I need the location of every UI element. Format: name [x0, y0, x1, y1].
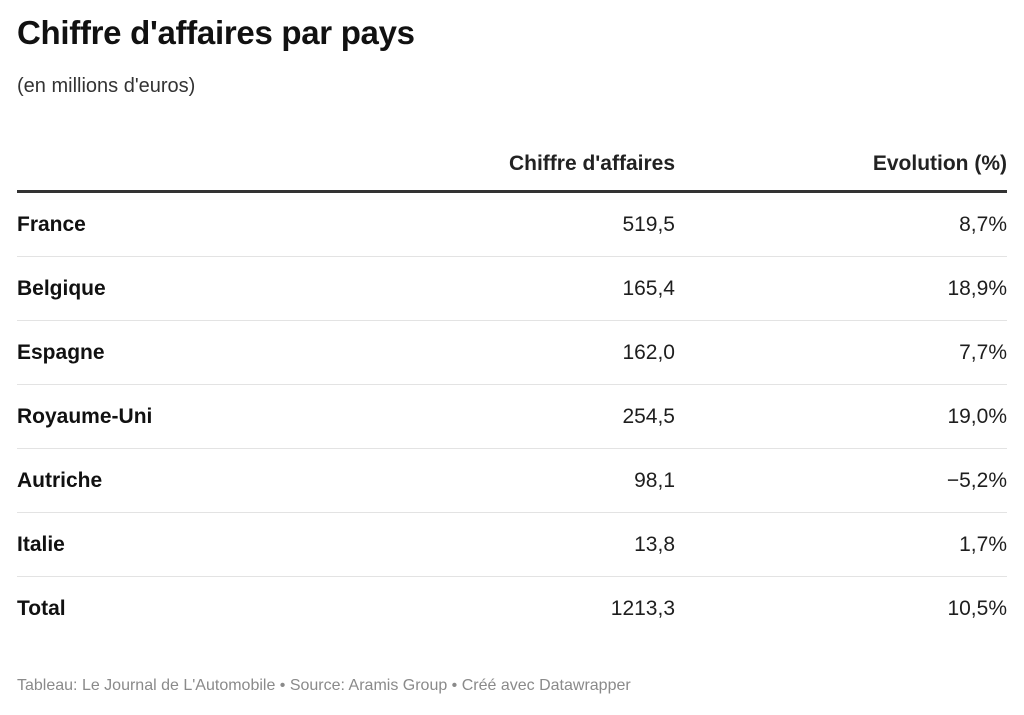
- chart-subtitle: (en millions d'euros): [17, 75, 196, 97]
- revenue-cell: 1213,3: [610, 596, 675, 620]
- evolution-cell: 19,0%: [675, 384, 1007, 449]
- country-cell: France: [17, 191, 347, 257]
- column-header-evolution: Evolution (%): [675, 138, 1007, 193]
- table-header-row: Chiffre d'affaires Evolution (%): [17, 138, 1007, 193]
- evolution-cell: 8,7%: [675, 191, 1007, 257]
- column-header-country: [17, 138, 347, 193]
- source-credit: Tableau: Le Journal de L'Automobile • So…: [17, 677, 631, 694]
- evolution-cell: 18,9%: [675, 256, 1007, 321]
- chart-title: Chiffre d'affaires par pays: [17, 14, 415, 51]
- country-cell: Total: [17, 596, 66, 620]
- data-table: Chiffre d'affaires Evolution (%) France …: [17, 138, 1007, 640]
- country-cell: Royaume-Uni: [17, 384, 347, 449]
- table-row: France 519,5 8,7%: [17, 191, 1007, 257]
- country-cell: Belgique: [17, 256, 347, 321]
- country-cell: Italie: [17, 512, 347, 577]
- revenue-cell: 254,5: [347, 384, 675, 449]
- revenue-cell: 165,4: [347, 256, 675, 321]
- table-row: Autriche 98,1 −5,2%: [17, 448, 1007, 513]
- revenue-cell: 162,0: [347, 320, 675, 385]
- evolution-cell: 7,7%: [675, 320, 1007, 385]
- table-row: Royaume-Uni 254,5 19,0%: [17, 384, 1007, 449]
- column-header-chiffre-affaires: Chiffre d'affaires: [347, 138, 675, 193]
- country-cell: Autriche: [17, 448, 347, 513]
- evolution-cell: 10,5%: [947, 596, 1007, 620]
- country-cell: Espagne: [17, 320, 347, 385]
- table-row: Italie 13,8 1,7%: [17, 512, 1007, 577]
- data-table-container: Chiffre d'affaires Evolution (%) France …: [17, 138, 1007, 640]
- revenue-cell: 13,8: [347, 512, 675, 577]
- revenue-cell: 98,1: [347, 448, 675, 513]
- table-row: Belgique 165,4 18,9%: [17, 256, 1007, 321]
- revenue-cell: 519,5: [347, 191, 675, 257]
- table-row-total: Total 1213,3 10,5%: [17, 577, 1007, 641]
- table-row: Espagne 162,0 7,7%: [17, 320, 1007, 385]
- evolution-cell: 1,7%: [675, 512, 1007, 577]
- evolution-cell: −5,2%: [675, 448, 1007, 513]
